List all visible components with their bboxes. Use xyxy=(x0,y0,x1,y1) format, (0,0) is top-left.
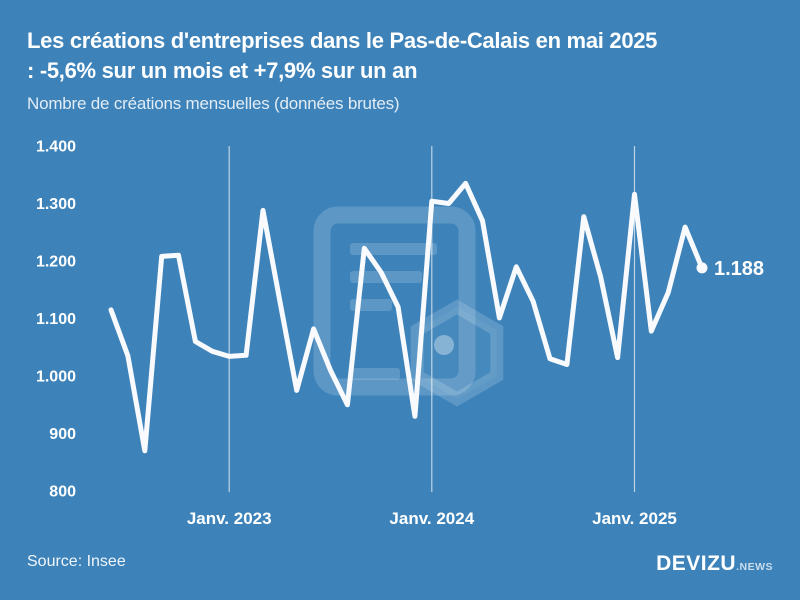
hex-nut-icon xyxy=(410,299,504,407)
source-label: Source: Insee xyxy=(27,553,126,570)
y-axis-tick-label: 1.100 xyxy=(36,311,76,328)
data-series-line xyxy=(108,180,705,454)
title-line-1: Les créations d'entreprises dans le Pas-… xyxy=(27,28,658,53)
brand-suffix: .NEWS xyxy=(736,561,773,573)
chart-subtitle: Nombre de créations mensuelles (données … xyxy=(27,94,400,113)
chart-header: Les créations d'entreprises dans le Pas-… xyxy=(27,26,657,114)
x-axis-tick-label: Janv. 2023 xyxy=(187,509,272,528)
y-axis-tick-label: 1.400 xyxy=(36,139,76,156)
x-axis-tick-label: Janv. 2024 xyxy=(389,509,474,528)
y-axis-tick-label: 1.200 xyxy=(36,254,76,271)
x-axis-tick-label: Janv. 2025 xyxy=(592,509,677,528)
plot-area: Janv. 2023 Janv. 2024 Janv. 2025 1.400 1.300… xyxy=(36,139,764,529)
latest-point-marker xyxy=(696,262,708,274)
brand-name: DEVIZU xyxy=(656,552,737,575)
y-axis-tick-label: 900 xyxy=(49,426,76,443)
y-axis-tick-label: 1.000 xyxy=(36,369,76,386)
latest-value-label: 1.188 xyxy=(714,258,764,280)
devizu-news-logo: DEVIZU.NEWS xyxy=(656,552,773,576)
y-axis-tick-label: 800 xyxy=(49,484,76,501)
title-line-2: : -5,6% sur un mois et +7,9% sur un an xyxy=(27,58,418,83)
devizu-watermark-icon xyxy=(313,206,504,407)
page-title: Les créations d'entreprises dans le Pas-… xyxy=(27,26,657,86)
y-axis-tick-label: 1.300 xyxy=(36,196,76,213)
